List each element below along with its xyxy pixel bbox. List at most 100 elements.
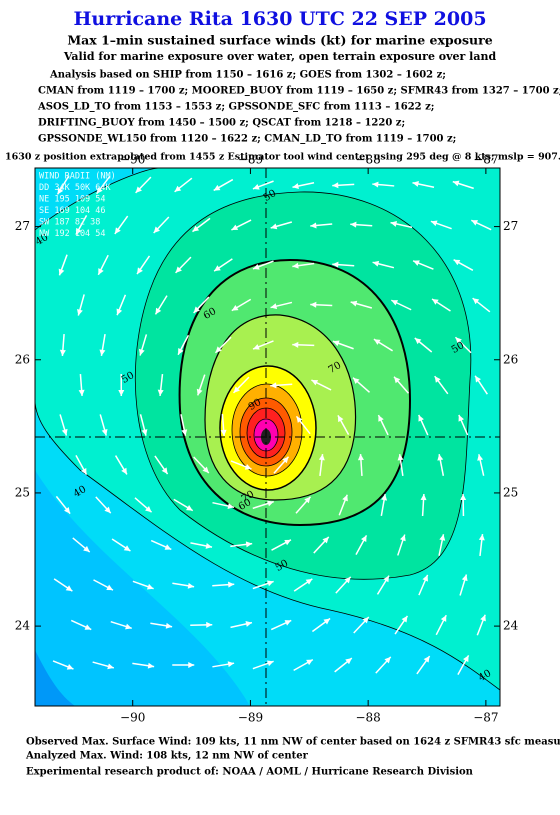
wind-arrow-head: [413, 260, 420, 266]
x-tick-label: −87: [473, 711, 498, 725]
wind-arrow-head: [350, 300, 358, 307]
wind-arrow-head: [252, 263, 260, 270]
wind-arrow-head: [186, 504, 193, 511]
y-tick-label: 24: [503, 619, 519, 633]
wind-arrow-head: [181, 429, 188, 436]
footer-line: Experimental research product of: NOAA /…: [26, 767, 474, 778]
wind-arrow-head: [227, 503, 235, 509]
wind-vectors: [52, 175, 492, 675]
wind-arrow-head: [138, 348, 145, 356]
wind-arrow-head: [357, 454, 364, 461]
wind-arrow-head: [245, 541, 253, 548]
y-tick-label: 24: [15, 619, 31, 633]
wind-arrow-head: [384, 656, 391, 664]
radii-row: WIND RADII (NM): [39, 172, 116, 182]
footer-line: Analyzed Max. Wind: 108 kts, 12 nm NW of…: [25, 751, 309, 762]
y-tick-label: 27: [15, 219, 30, 233]
wind-arrow-head: [310, 301, 317, 308]
y-tick-label: 25: [503, 485, 518, 499]
wind-arrow-head: [352, 377, 360, 384]
wind-arrow-head: [78, 389, 85, 396]
wind-arrow-head: [75, 227, 82, 235]
wind-arrow-head: [453, 259, 461, 266]
wind-arrow-head: [390, 220, 398, 227]
wind-arrow-head: [304, 496, 311, 504]
wind-arrow-head: [471, 220, 479, 226]
wind-arrow-head: [437, 454, 444, 461]
y-tick-label: 26: [503, 352, 518, 366]
wind-arrow-head: [391, 300, 399, 306]
wind-arrow-head: [253, 344, 260, 350]
wind-arrow-head: [414, 337, 422, 345]
x-tick-label: −87: [473, 153, 498, 167]
wind-arrow-head: [174, 185, 182, 192]
footer-line: Observed Max. Surface Wind: 109 kts, 11 …: [26, 737, 560, 748]
wind-arrow-head: [83, 545, 90, 553]
wind-arrow-head: [455, 337, 462, 344]
wind-arrow-head: [383, 575, 390, 583]
wind-arrow-head: [284, 539, 291, 546]
wind-arrow-head: [245, 620, 252, 627]
wind-arrow-head: [267, 500, 274, 507]
wind-arrow-head: [412, 181, 419, 187]
wind-arrow-head: [77, 309, 83, 316]
wind-arrow-head: [432, 299, 439, 305]
wind-arrow-head: [463, 655, 469, 663]
wind-arrow-head: [305, 578, 313, 585]
wind-arrow-head: [350, 221, 357, 228]
wind-arrow-head: [118, 389, 125, 396]
wind-arrow-head: [153, 226, 160, 233]
wind-arrow-head: [165, 622, 173, 629]
wind-arrow-head: [192, 225, 200, 232]
wind-arrow-head: [193, 306, 200, 313]
wind-arrow-head: [228, 581, 235, 588]
wind-arrow-head: [401, 615, 408, 623]
wind-arrow-head: [292, 341, 299, 348]
wind-arrow-head: [64, 507, 71, 514]
wind-arrow-head: [175, 266, 182, 273]
wind-arrow-head: [135, 186, 142, 193]
wind-arrow-head: [121, 467, 127, 475]
analysis-line: CMAN from 1119 – 1700 z; MOORED_BUOY fro…: [38, 86, 560, 97]
wind-arrow-head: [472, 298, 480, 305]
wind-arrow-head: [215, 346, 222, 353]
note: Valid for marine exposure over water, op…: [63, 50, 497, 63]
y-tick-label: 27: [503, 219, 518, 233]
wind-arrow-head: [475, 375, 481, 383]
wind-arrow-head: [244, 464, 252, 470]
wind-arrow-head: [84, 624, 92, 630]
wind-arrow-head: [345, 658, 352, 665]
wind-arrow-head: [58, 268, 65, 276]
wind-arrow-head: [270, 382, 277, 389]
wind-arrow-head: [188, 661, 195, 668]
subtitle: Max 1–min sustained surface winds (kt) f…: [67, 33, 492, 48]
wind-arrow-head: [231, 224, 239, 230]
analysis-line: GPSSONDE_WL150 from 1120 – 1622 z; CMAN_…: [38, 134, 456, 145]
radii-row: SE 169 104 46: [39, 206, 106, 216]
wind-radii: WIND RADII (NM)DD 34K 50K 64K NE 195 109 …: [39, 172, 116, 240]
title: Hurricane Rita 1630 UTC 22 SEP 2005: [73, 8, 486, 30]
wind-arrow-head: [141, 429, 148, 436]
wind-arrow-head: [155, 307, 162, 315]
wind-arrow-head: [332, 340, 340, 347]
wind-arrow-head: [420, 494, 427, 501]
wind-arrow-head: [227, 661, 235, 668]
wind-arrow-head: [114, 227, 121, 234]
wind-arrow-head: [116, 308, 123, 316]
wind-arrow-head: [323, 618, 331, 625]
wind-arrow-head: [394, 376, 401, 384]
wind-arrow-head: [81, 467, 87, 475]
wind-arrow-head: [332, 261, 339, 268]
wind-arrow-head: [125, 623, 132, 630]
wind-arrow-head: [372, 260, 380, 267]
wind-arrow-head: [373, 339, 381, 345]
position-note: 1630 z position extrapolated from 1455 z…: [5, 152, 560, 163]
wind-arrow-head: [98, 268, 104, 275]
wind-arrow-head: [252, 183, 260, 190]
wind-arrow-head: [266, 660, 274, 667]
x-tick-label: −89: [238, 711, 263, 725]
wind-arrow-head: [161, 467, 168, 475]
wind-arrow-head: [372, 181, 379, 188]
